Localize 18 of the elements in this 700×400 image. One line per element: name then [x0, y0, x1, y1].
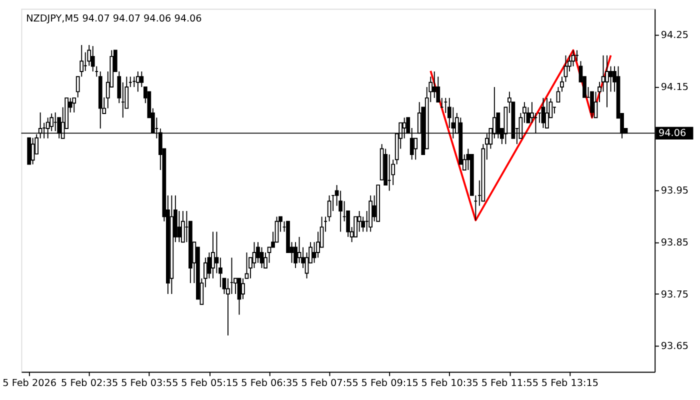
y-tick-label: 93.75 [660, 289, 689, 300]
y-tick-label: 93.65 [660, 341, 689, 352]
y-tick-label: 94.15 [660, 82, 689, 93]
chart-title: NZDJPY,M5 94.07 94.07 94.06 94.06 [26, 13, 202, 24]
x-tick-label: 5 Feb 10:35 [421, 378, 478, 389]
x-tick-label: 5 Feb 02:35 [61, 378, 118, 389]
x-tick-label: 5 Feb 03:55 [121, 378, 178, 389]
y-tick-label: 93.95 [660, 186, 689, 197]
x-tick-label: 5 Feb 11:55 [481, 378, 538, 389]
y-tick-label: 93.85 [660, 237, 689, 248]
x-tick-label: 5 Feb 2026 [2, 378, 56, 389]
x-tick-label: 5 Feb 06:35 [241, 378, 298, 389]
x-tick-label: 5 Feb 07:55 [301, 378, 358, 389]
x-tick-label: 5 Feb 13:15 [541, 378, 599, 389]
y-tick-label: 94.25 [660, 30, 689, 42]
ref-line-label: 94.06 [658, 128, 686, 140]
x-tick-label: 5 Feb 05:15 [181, 378, 238, 389]
x-tick-label: 5 Feb 09:15 [361, 378, 418, 389]
